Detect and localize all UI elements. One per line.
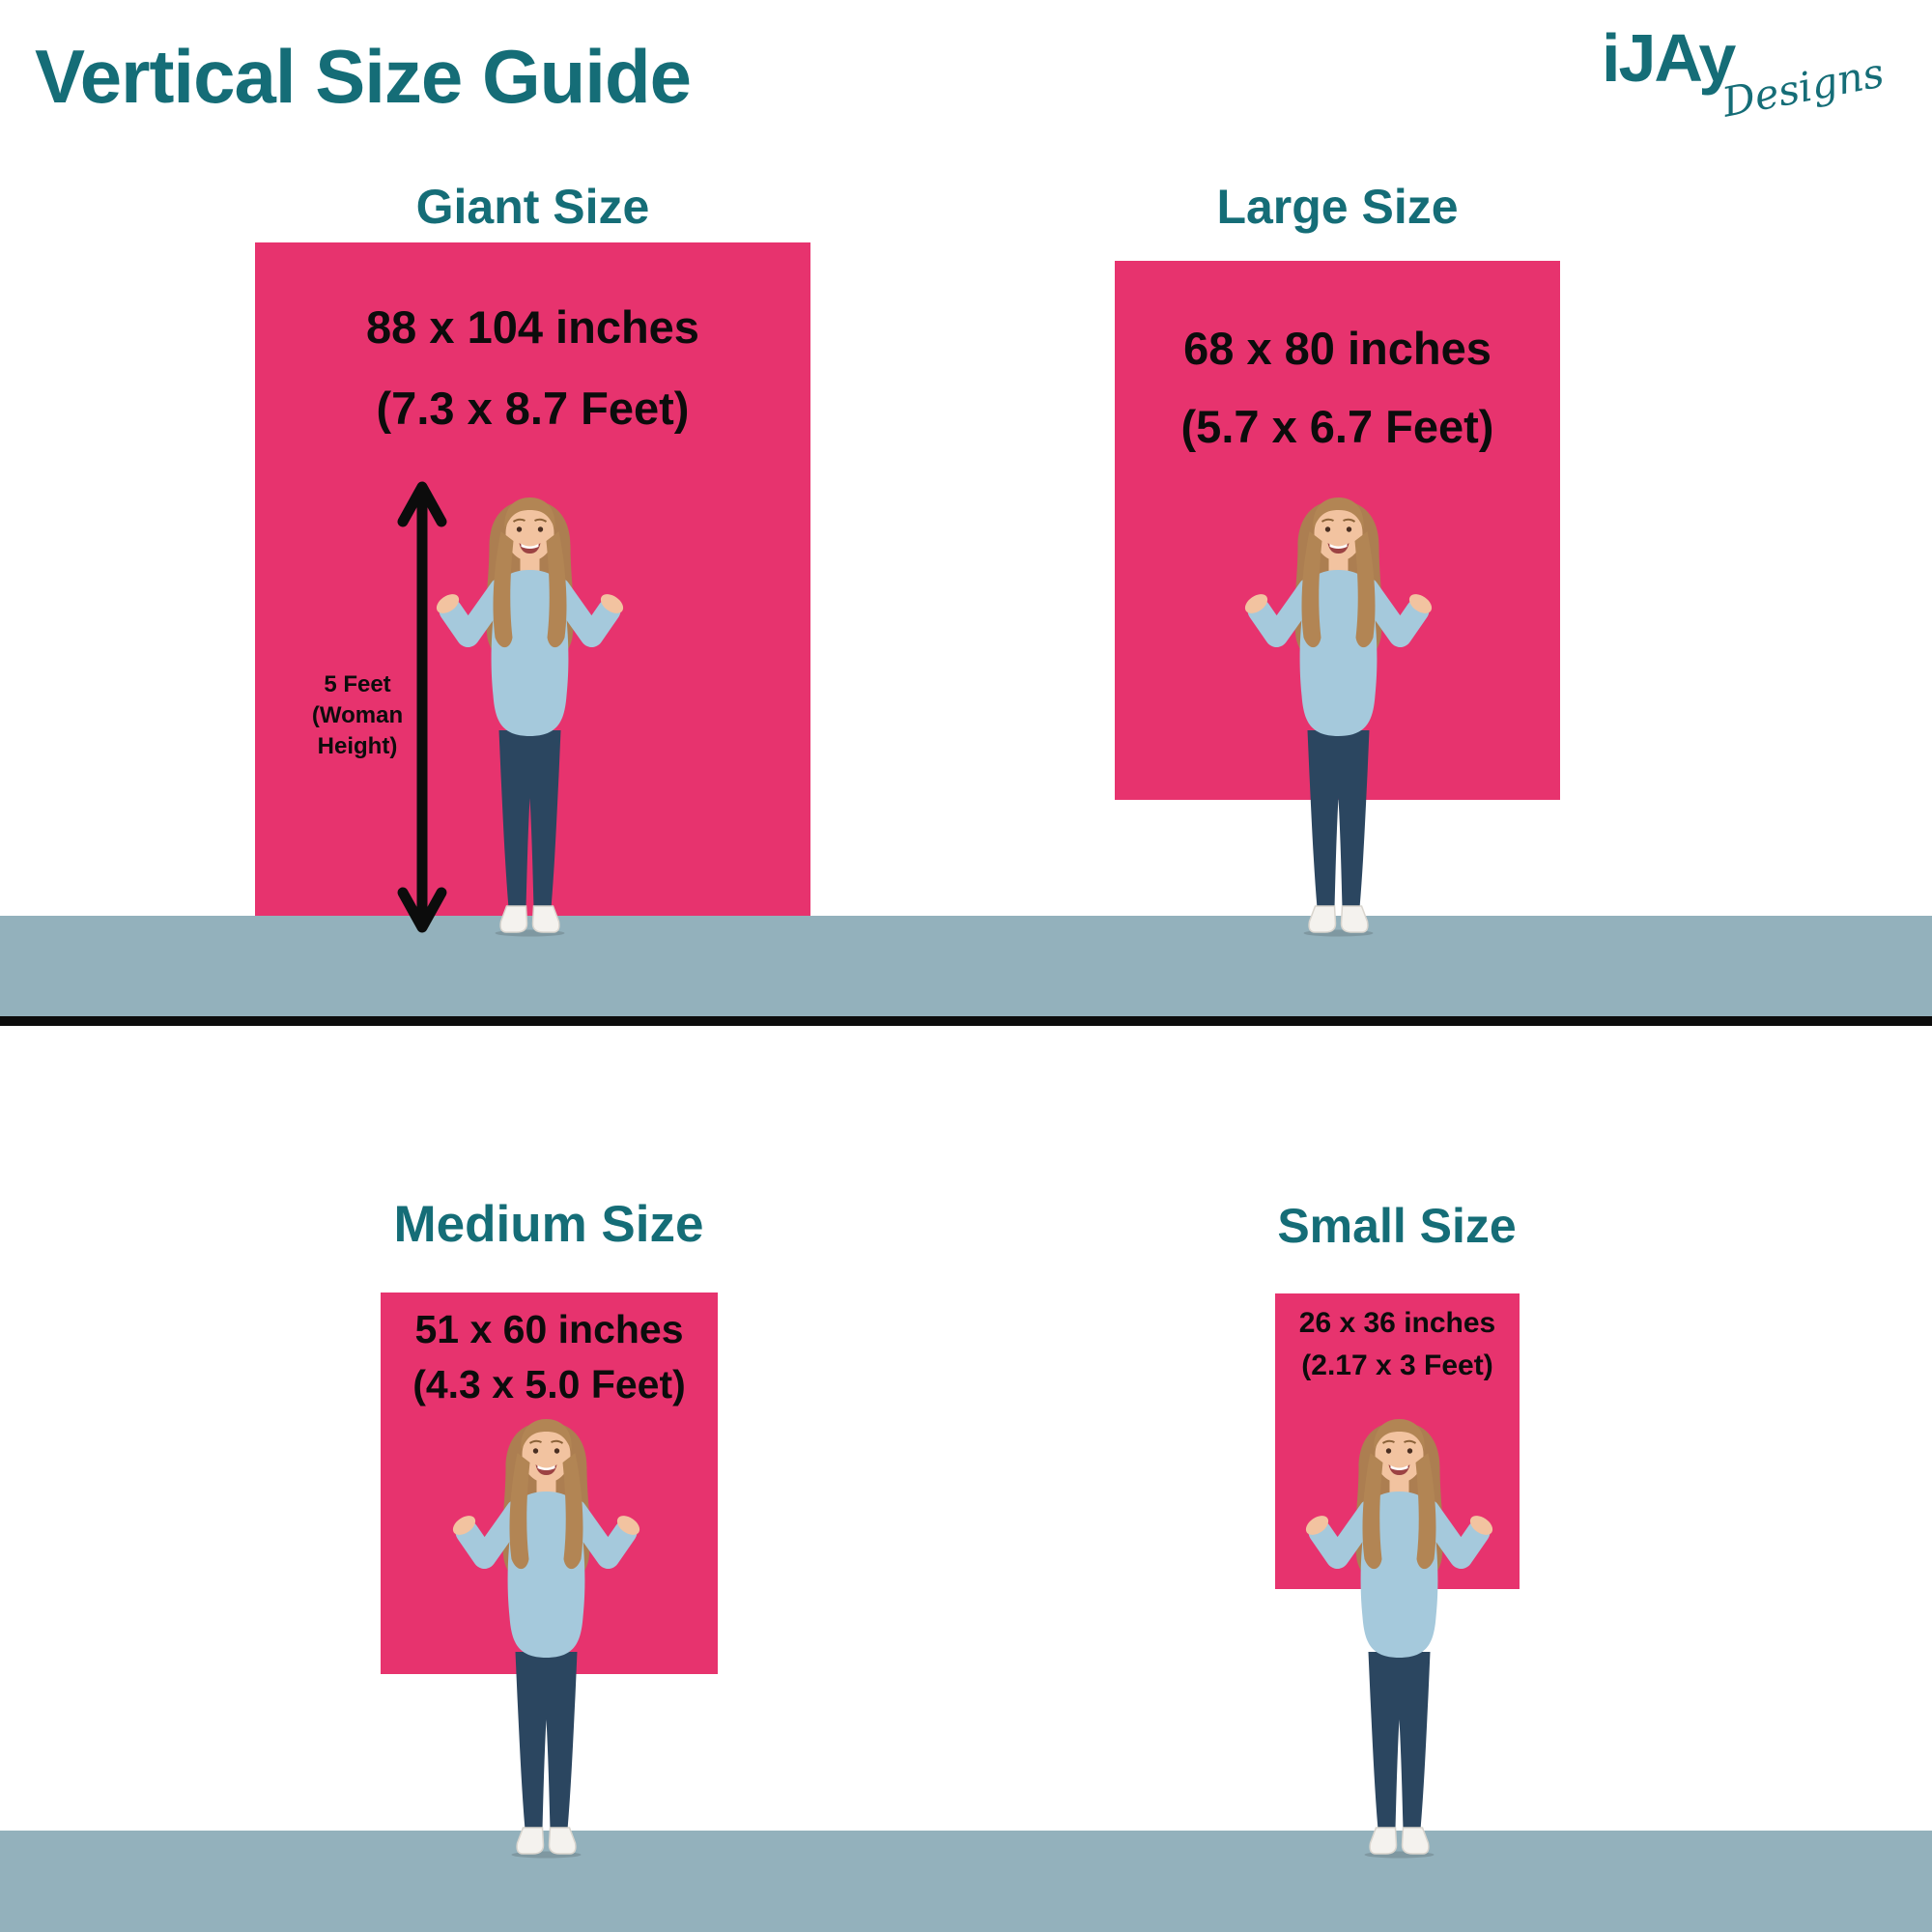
page-title: Vertical Size Guide [35,34,692,119]
floor-band-bottom [0,1831,1932,1932]
giant-size-heading: Giant Size [415,180,650,234]
giant-size-feet: (7.3 x 8.7 Feet) [376,383,690,434]
giant-size-inches: 88 x 104 inches [366,301,699,353]
section-divider-line [0,1016,1932,1026]
woman-figure [1300,1414,1498,1859]
brand-suffix: Designs [1718,48,1889,127]
small-size-inches: 26 x 36 inches [1298,1307,1496,1339]
woman-figure [431,493,629,937]
small-size-heading: Small Size [1277,1199,1517,1253]
brand-logo: iJAy Designs [1584,10,1913,145]
brand-name: iJAy [1602,20,1736,96]
large-size-heading: Large Size [1216,180,1459,234]
small-size-feet: (2.17 x 3 Feet) [1301,1350,1493,1381]
woman-figure [447,1414,645,1859]
medium-size-heading: Medium Size [393,1196,704,1253]
woman-figure [1239,493,1437,937]
large-size-feet: (5.7 x 6.7 Feet) [1180,401,1494,452]
medium-size-feet: (4.3 x 5.0 Feet) [412,1362,686,1406]
floor-band-top [0,916,1932,1016]
large-size-inches: 68 x 80 inches [1183,323,1492,374]
woman-height-label: 5 Feet (Woman Height) [311,671,404,759]
height-arrow [397,481,447,933]
medium-size-inches: 51 x 60 inches [414,1307,684,1351]
